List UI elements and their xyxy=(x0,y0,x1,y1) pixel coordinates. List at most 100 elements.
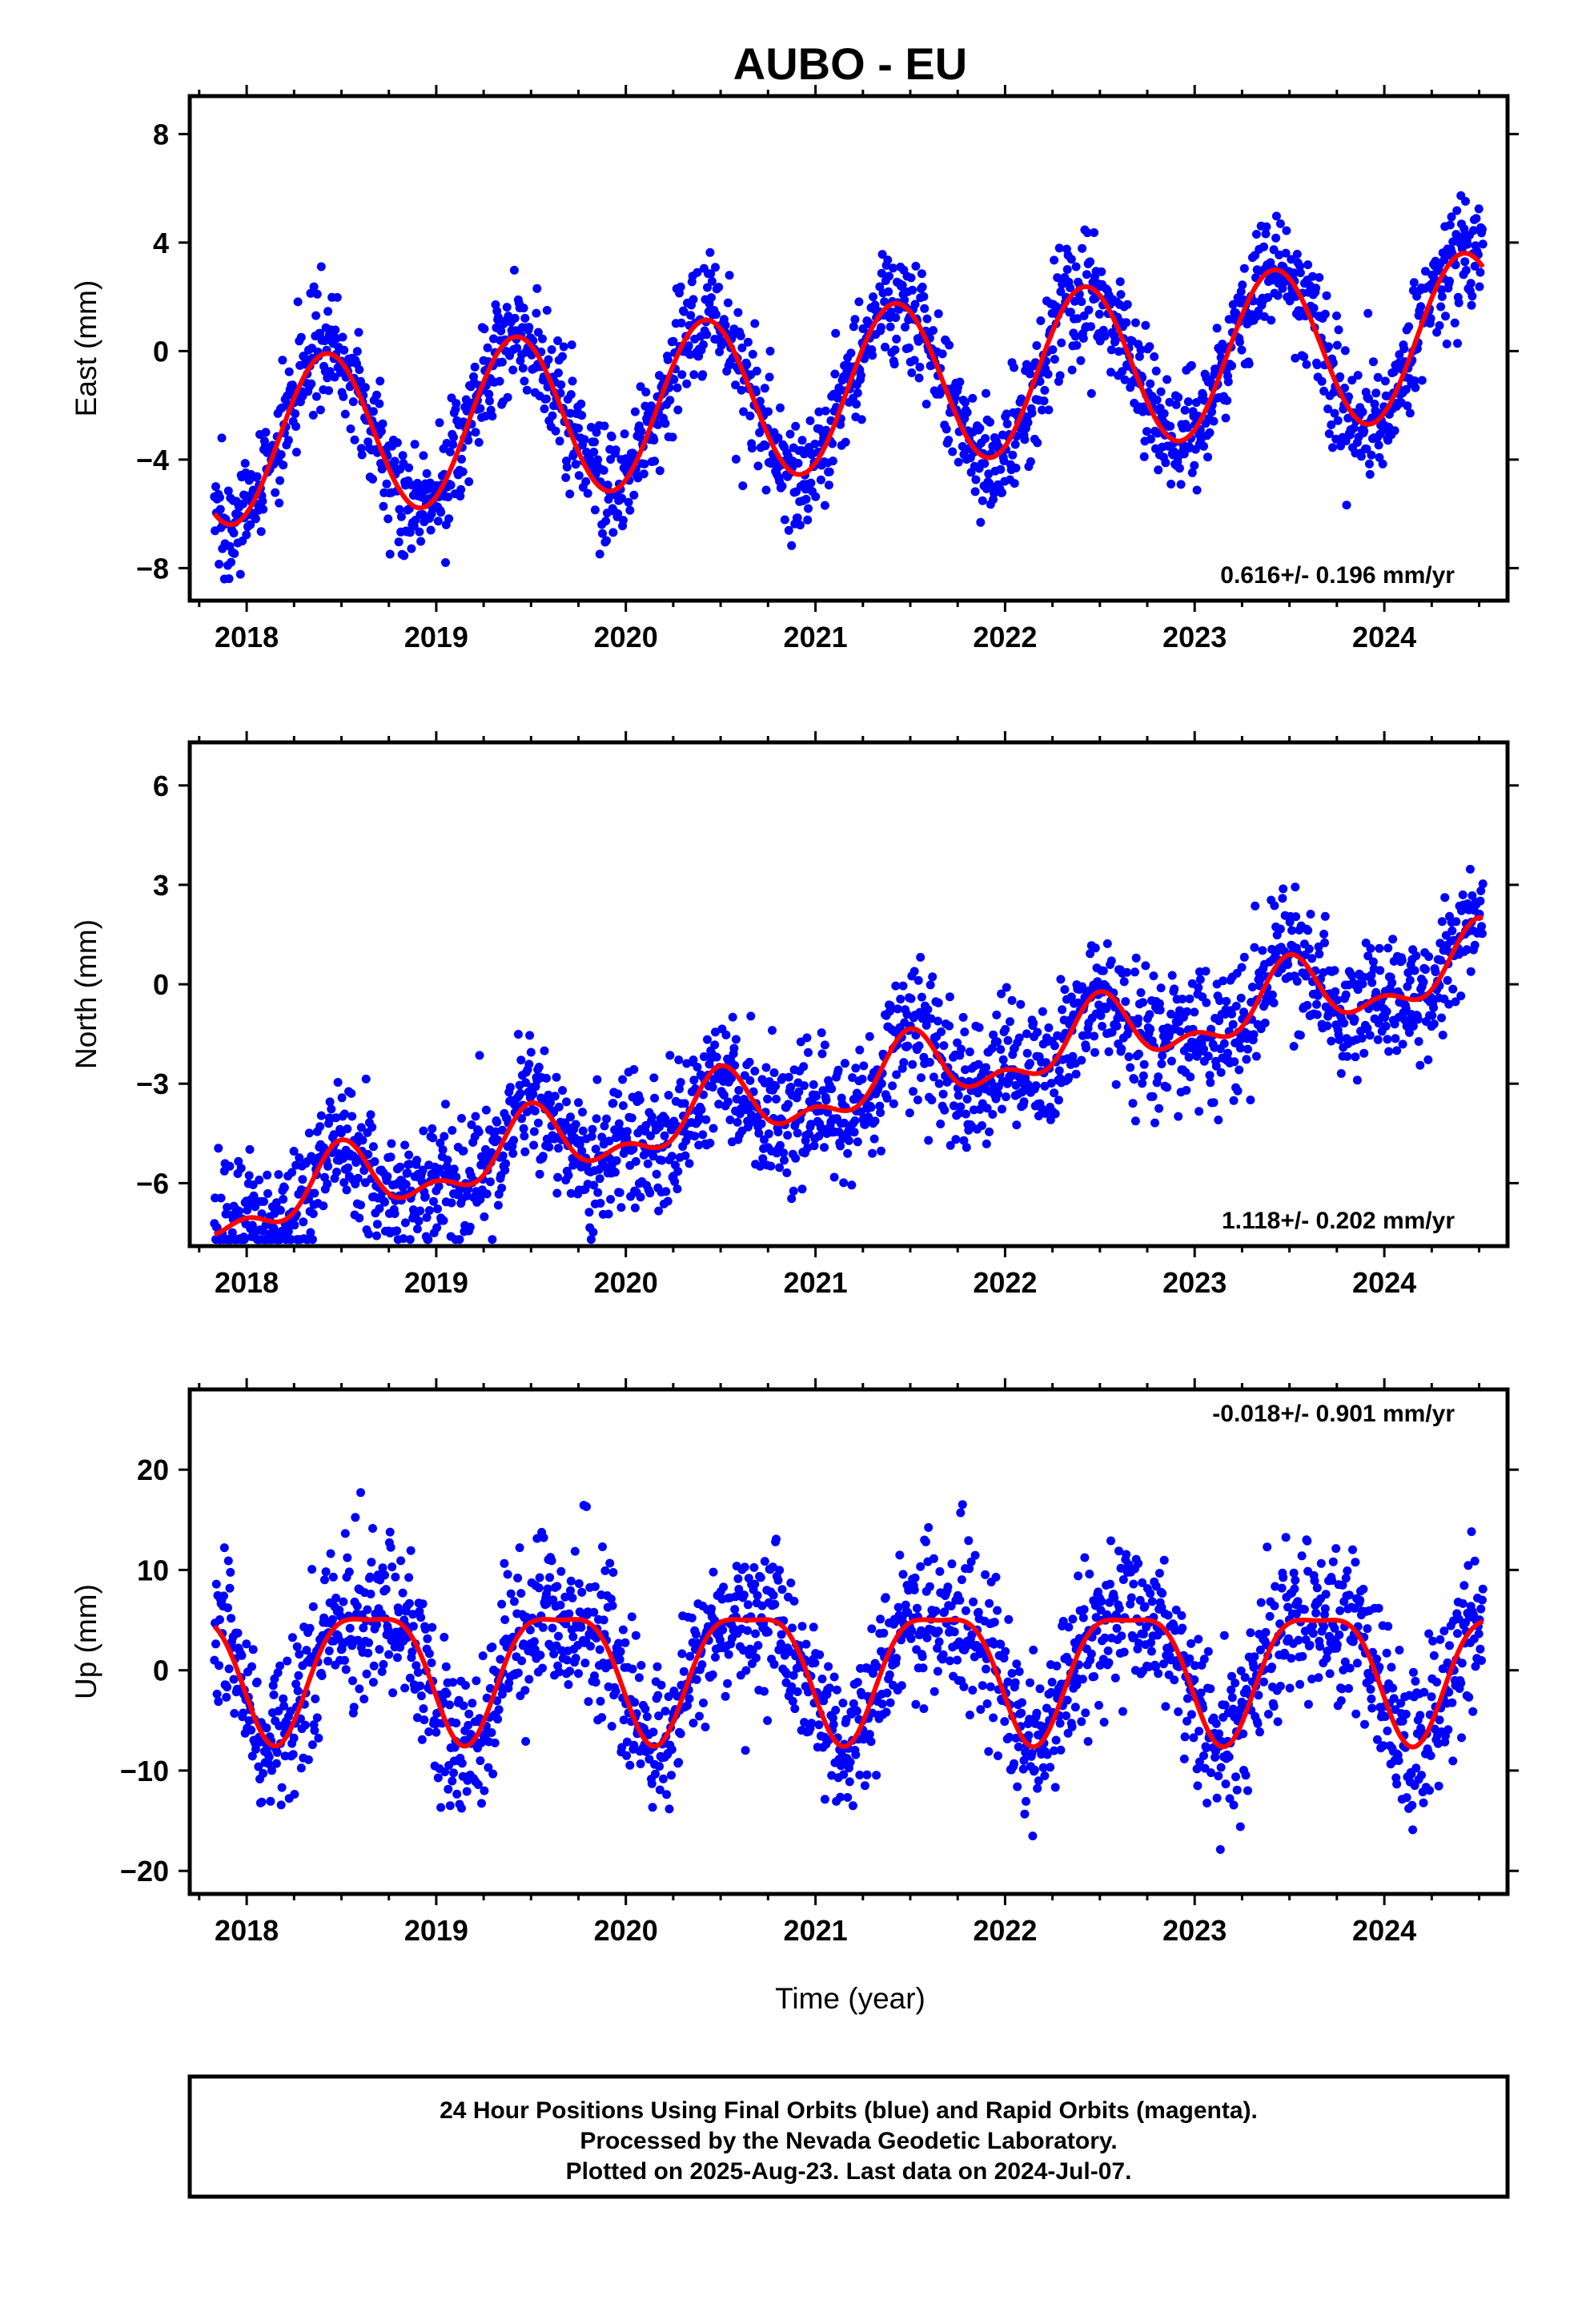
east-data-point xyxy=(1228,300,1238,309)
up-data-point xyxy=(631,1630,640,1640)
up-data-point xyxy=(379,1659,388,1669)
north-data-point xyxy=(1387,978,1397,987)
north-data-point xyxy=(459,1146,468,1156)
north-data-point xyxy=(533,1118,543,1128)
east-data-point xyxy=(1308,271,1317,281)
north-data-point xyxy=(508,1148,518,1158)
up-data-point xyxy=(344,1567,354,1577)
north-data-point xyxy=(1214,1116,1223,1124)
up-data-point xyxy=(340,1655,349,1665)
east-data-point xyxy=(1134,352,1144,361)
up-data-point xyxy=(293,1686,303,1695)
north-data-point xyxy=(307,1235,317,1244)
north-data-point xyxy=(1012,1120,1022,1130)
east-data-point xyxy=(750,319,760,328)
north-data-point xyxy=(926,980,935,990)
east-data-point xyxy=(1192,485,1202,495)
up-data-point xyxy=(417,1735,427,1744)
east-data-point xyxy=(435,418,444,428)
east-data-point xyxy=(1182,423,1192,432)
east-data-point xyxy=(1205,428,1215,437)
north-data-point xyxy=(855,1045,865,1055)
east-data-point xyxy=(938,349,947,359)
east-data-point xyxy=(323,307,333,316)
up-data-point xyxy=(223,1603,232,1613)
east-data-point xyxy=(471,428,480,437)
north-data-point xyxy=(701,1115,711,1124)
north-data-point xyxy=(786,1083,796,1092)
east-data-point xyxy=(1190,460,1199,470)
east-data-point xyxy=(1110,336,1120,345)
east-data-point xyxy=(1340,384,1349,392)
up-data-point xyxy=(881,1593,890,1602)
north-data-point xyxy=(934,998,943,1007)
north-data-point xyxy=(529,1127,539,1136)
north-data-point xyxy=(645,1188,655,1198)
up-data-point xyxy=(832,1685,841,1695)
up-data-point xyxy=(300,1720,310,1730)
east-data-point xyxy=(382,479,391,489)
up-data-point xyxy=(419,1704,428,1714)
north-data-point xyxy=(1134,1049,1143,1059)
north-data-point xyxy=(1090,1047,1099,1057)
east-data-point xyxy=(761,485,771,495)
up-data-point xyxy=(392,1653,402,1663)
up-data-point xyxy=(457,1759,467,1768)
east-data-point xyxy=(1057,338,1066,348)
east-data-point xyxy=(503,392,512,402)
up-data-point xyxy=(773,1575,783,1585)
east-data-point xyxy=(1259,242,1268,251)
north-data-point xyxy=(1312,1010,1322,1019)
up-data-point xyxy=(356,1488,365,1498)
east-data-point xyxy=(1066,255,1076,264)
north-data-point xyxy=(1182,1086,1191,1095)
north-data-point xyxy=(457,1114,466,1123)
east-data-point xyxy=(891,313,901,323)
up-data-point xyxy=(741,1746,750,1755)
north-data-point xyxy=(793,1128,802,1138)
east-data-point xyxy=(230,549,239,558)
up-data-point xyxy=(257,1797,267,1807)
north-data-point xyxy=(771,1081,781,1091)
north-data-point xyxy=(1235,1065,1244,1075)
north-data-point xyxy=(1002,1092,1010,1102)
east-data-point xyxy=(1142,427,1151,436)
east-data-point xyxy=(1460,224,1469,234)
east-data-point xyxy=(480,324,489,334)
up-data-point xyxy=(247,1662,256,1671)
east-data-point xyxy=(1033,438,1042,448)
north-data-point xyxy=(520,1147,530,1156)
up-data-point xyxy=(364,1638,373,1647)
up-data-point xyxy=(605,1558,615,1568)
east-data-point xyxy=(520,376,529,386)
east-data-point xyxy=(352,347,362,356)
north-data-point xyxy=(1185,994,1195,1003)
north-data-point xyxy=(1279,884,1288,894)
east-data-point xyxy=(869,292,877,302)
east-data-point xyxy=(877,250,887,259)
east-data-point xyxy=(291,409,300,419)
east-data-point xyxy=(1324,342,1333,352)
north-data-point xyxy=(1216,1068,1226,1077)
north-data-point xyxy=(429,1196,438,1206)
up-data-point xyxy=(222,1692,231,1702)
north-data-point xyxy=(416,1206,425,1216)
north-data-point xyxy=(1229,1096,1239,1105)
up-data-point xyxy=(611,1687,620,1696)
east-data-point xyxy=(982,388,990,398)
up-data-point xyxy=(619,1715,628,1725)
north-data-point xyxy=(593,1188,603,1197)
north-data-point xyxy=(951,1135,961,1144)
east-data-point xyxy=(981,434,990,443)
east-data-point xyxy=(641,388,651,397)
east-data-point xyxy=(711,310,721,320)
east-data-point xyxy=(636,382,645,392)
up-data-point xyxy=(230,1709,239,1718)
east-data-point xyxy=(961,397,970,407)
east-data-point xyxy=(1055,371,1065,380)
east-data-point xyxy=(1437,285,1446,295)
east-data-point xyxy=(452,399,461,408)
east-data-point xyxy=(1368,357,1378,367)
north-data-point xyxy=(859,1061,869,1071)
east-data-point xyxy=(394,537,404,547)
